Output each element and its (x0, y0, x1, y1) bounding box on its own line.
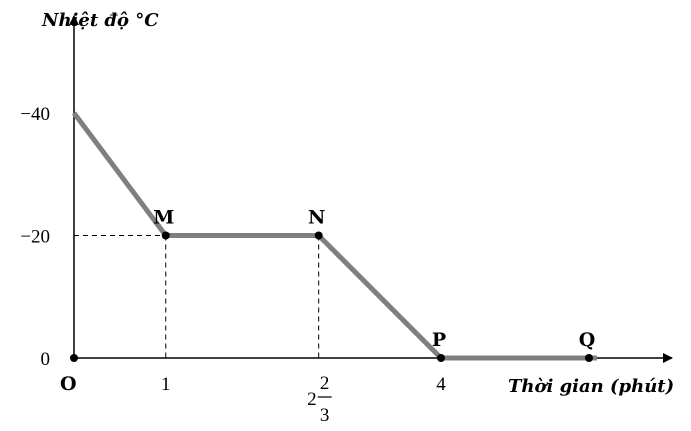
point-Q (584, 354, 593, 362)
guide-lines (74, 235, 441, 359)
point-N (314, 231, 323, 240)
x-tick-label: 1 (161, 374, 171, 395)
origin-dot (70, 354, 78, 362)
point-label-Q: Q (579, 329, 596, 351)
point-label-P: P (432, 329, 446, 351)
series-group (71, 111, 597, 361)
point-M (161, 231, 170, 240)
series-line-0 (71, 111, 597, 361)
y-axis-title: Nhiệt độ °C (41, 10, 159, 31)
x-tick-numerator: 2 (320, 373, 330, 394)
origin-label: O (60, 373, 77, 395)
point-markers: M N P Q (70, 207, 596, 362)
point-label-M: M (153, 207, 174, 229)
point-label-N: N (308, 207, 325, 229)
y-tick-label: 0 (41, 349, 51, 370)
y-tick-label: −20 (20, 227, 50, 248)
y-tick-label: −40 (20, 104, 50, 125)
point-P (437, 354, 445, 362)
x-tick-label: 4 (436, 374, 446, 395)
x-tick-whole: 2 (307, 389, 317, 410)
x-axis-title: Thời gian (phút) (508, 376, 674, 397)
x-tick-denominator: 3 (320, 405, 330, 426)
